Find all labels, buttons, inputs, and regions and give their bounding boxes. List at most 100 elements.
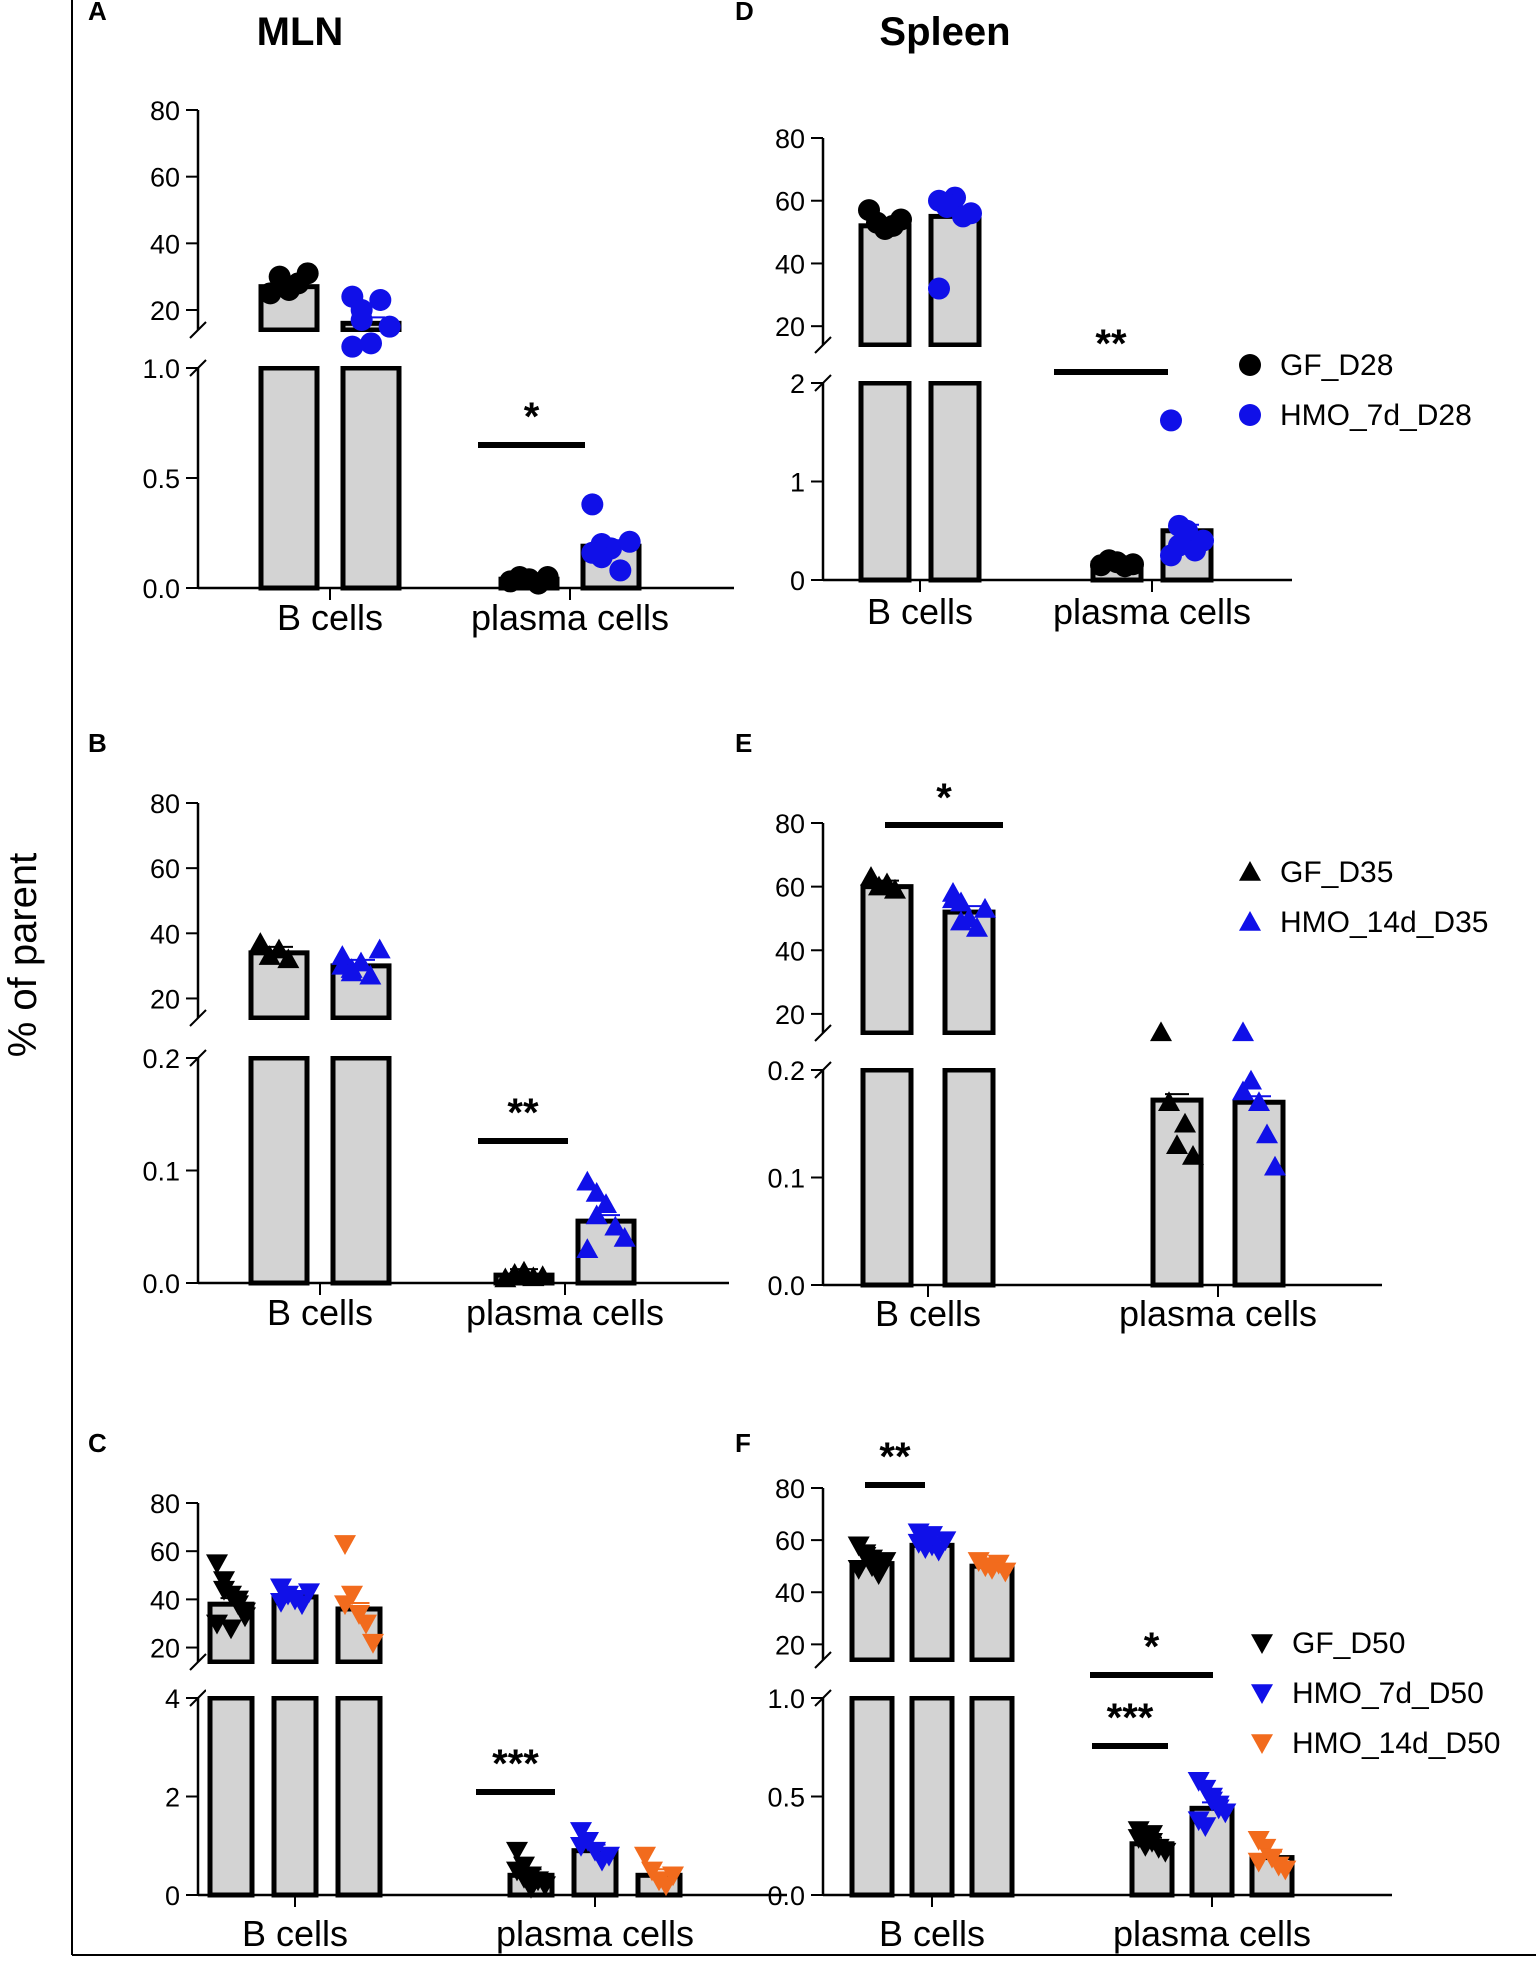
panel-a-tick-label-lower: 0.5 bbox=[142, 464, 180, 494]
panel-a-letter: A bbox=[88, 0, 107, 26]
panel-a-point-hmo-7d-d28 bbox=[590, 546, 613, 569]
panel-b-break-gap bbox=[329, 1020, 393, 1056]
panel-a-point-hmo-7d-d28 bbox=[609, 559, 632, 582]
panel-b-tick-label-upper: 40 bbox=[150, 919, 180, 949]
panel-e-point-gf-d35 bbox=[884, 878, 906, 899]
panel-f-tick-label-upper: 20 bbox=[775, 1630, 805, 1660]
panel-d-significance-label: ** bbox=[1095, 322, 1127, 366]
panel-b-category-label: plasma cells bbox=[466, 1292, 664, 1333]
panel-c-point-hmo-14d-d50 bbox=[662, 1866, 684, 1887]
panel-c-point-hmo-14d-d50 bbox=[355, 1614, 377, 1635]
panel-a-point-gf-d28 bbox=[536, 566, 559, 588]
panel-c-point-hmo-14d-d50 bbox=[334, 1535, 356, 1555]
panel-f-significance-label: *** bbox=[1107, 1696, 1154, 1740]
panel-d-point-hmo-7d-d28 bbox=[936, 192, 958, 215]
panel-d-tick-label-lower: 1 bbox=[790, 468, 805, 498]
panel-f-point-gf-d50 bbox=[874, 1552, 897, 1572]
panel-f-legend-label: HMO_7d_D50 bbox=[1292, 1677, 1484, 1710]
panel-e-break-gap bbox=[941, 1035, 997, 1068]
panel-f-tick-label-lower: 1.0 bbox=[767, 1684, 805, 1714]
panel-b-axis-break-mark bbox=[189, 1009, 207, 1027]
panel-b-significance-label: ** bbox=[507, 1091, 539, 1135]
panel-d-legend-marker bbox=[1239, 354, 1261, 376]
panel-a-category-label: B cells bbox=[277, 597, 383, 638]
panel-f-legend-marker bbox=[1251, 1634, 1273, 1654]
panel-c-point-hmo-7d-d50 bbox=[570, 1836, 592, 1857]
panel-b-letter: B bbox=[88, 728, 107, 758]
panel-a-point-gf-d28 bbox=[296, 262, 319, 285]
panel-b-tick-label-upper: 60 bbox=[150, 854, 180, 884]
panel-f-axis-break-mark bbox=[814, 1651, 832, 1669]
panel-d-title: Spleen bbox=[879, 10, 1010, 54]
panel-f-bar-gf-d50-b-cells bbox=[849, 1561, 895, 1663]
panel-c-point-gf-d50 bbox=[506, 1841, 528, 1862]
panel-c-point-gf-d50 bbox=[213, 1580, 235, 1601]
panel-c-point-gf-d50 bbox=[206, 1554, 228, 1575]
panel-f-point-gf-d50 bbox=[847, 1559, 870, 1580]
panel-e-point-gf-d35 bbox=[1174, 1112, 1196, 1133]
panel-b-tick-label-upper: 20 bbox=[150, 984, 180, 1014]
panel-c: C 20 40 60 80 0 2 4 B cells plasma cells *** bbox=[88, 1428, 787, 1954]
panel-d-legend-marker bbox=[1239, 404, 1261, 426]
panel-e-point-gf-d35 bbox=[1166, 1134, 1188, 1155]
panel-e-legend-label: GF_D35 bbox=[1280, 856, 1393, 889]
panel-a-point-hmo-7d-d28 bbox=[341, 335, 364, 358]
panel-f-point-hmo-7d-d50 bbox=[914, 1539, 937, 1559]
panel-c-significance-label: *** bbox=[492, 1742, 539, 1786]
panel-c-tick-label-lower: 4 bbox=[165, 1684, 180, 1714]
panel-d-category-label: B cells bbox=[867, 591, 973, 632]
panel-d-bar-hmo-7d-d28-b-cells-lower bbox=[928, 380, 982, 583]
panel-e-legend-marker bbox=[1239, 861, 1261, 881]
panel-f-point-hmo-7d-d50 bbox=[1207, 1799, 1230, 1820]
figure-ylabel: % of parent bbox=[1, 853, 45, 1058]
panel-c-point-hmo-7d-d50 bbox=[298, 1583, 320, 1604]
panel-e-tick-label-upper: 60 bbox=[775, 873, 805, 903]
panel-d-break-gap bbox=[927, 347, 983, 381]
panel-e-tick-label-upper: 80 bbox=[775, 809, 805, 839]
panel-b-point-hmo-14d-d35 bbox=[576, 1238, 599, 1259]
panel-d-legend-label: HMO_7d_D28 bbox=[1280, 399, 1472, 432]
panel-b-point-hmo-14d-d35 bbox=[359, 964, 382, 985]
panel-a: A MLN 20 40 60 80 0.0 0.5 1.0 B cells plasma cells… bbox=[88, 0, 734, 638]
panel-c-tick-label-upper: 60 bbox=[150, 1537, 180, 1567]
panel-f-break-gap bbox=[968, 1662, 1016, 1696]
panel-b-tick-label-lower: 0.1 bbox=[142, 1157, 180, 1187]
panel-a-point-hmo-7d-d28 bbox=[369, 289, 392, 311]
panel-a-break-gap bbox=[257, 332, 321, 366]
panel-a-title: MLN bbox=[257, 10, 344, 54]
panel-c-bar-gf-d50-b-cells-lower bbox=[207, 1695, 255, 1898]
panel-e-category-label: plasma cells bbox=[1119, 1293, 1317, 1334]
panel-f-point-gf-d50 bbox=[861, 1549, 883, 1570]
panel-e-legend-label: HMO_14d_D35 bbox=[1280, 906, 1488, 939]
panel-c-point-hmo-14d-d50 bbox=[634, 1846, 656, 1867]
panel-b-point-hmo-14d-d35 bbox=[340, 958, 363, 978]
panel-c-bar-hmo-7d-d50-b-cells-lower bbox=[271, 1695, 319, 1898]
panel-b-point-gf-d35 bbox=[249, 932, 272, 952]
panel-d-tick-label-lower: 2 bbox=[790, 369, 805, 399]
panel-d-legend-label: GF_D28 bbox=[1280, 349, 1393, 382]
panel-a-point-gf-d28 bbox=[259, 282, 282, 305]
panel-e-tick-label-lower: 0.1 bbox=[767, 1164, 805, 1194]
panel-c-break-gap bbox=[270, 1664, 320, 1696]
panel-d-tick-label-upper: 60 bbox=[775, 187, 805, 217]
panel-d: D Spleen 20 40 60 80 0 1 2 B cells plasma cells ** G… bbox=[735, 0, 1472, 632]
panel-c-tick-label-lower: 0 bbox=[165, 1881, 180, 1911]
panel-f-break-gap bbox=[908, 1662, 956, 1696]
panel-f-tick-label-upper: 80 bbox=[775, 1474, 805, 1504]
panel-e: E 20 40 60 80 0.0 0.1 0.2 B cells plasma cells * GF… bbox=[735, 728, 1488, 1334]
panel-d-letter: D bbox=[735, 0, 754, 26]
panel-b-point-hmo-14d-d35 bbox=[585, 1204, 608, 1225]
panel-b-point-gf-d35 bbox=[531, 1265, 554, 1286]
panel-f-point-hmo-7d-d50 bbox=[1194, 1817, 1217, 1838]
panel-e-bar-hmo-14d-d35-b-cells-lower bbox=[942, 1067, 996, 1288]
panel-e-point-hmo-14d-d35 bbox=[950, 910, 972, 931]
panel-c-point-gf-d50 bbox=[520, 1878, 542, 1899]
panel-d-point-hmo-7d-d28 bbox=[1160, 409, 1182, 432]
panel-d-point-hmo-7d-d28 bbox=[1168, 534, 1190, 557]
panel-f-point-hmo-7d-d50 bbox=[921, 1526, 943, 1546]
panel-f-point-hmo-7d-d50 bbox=[934, 1531, 957, 1552]
panel-b-point-gf-d35 bbox=[268, 938, 290, 959]
panel-f-legend-marker bbox=[1251, 1684, 1273, 1704]
